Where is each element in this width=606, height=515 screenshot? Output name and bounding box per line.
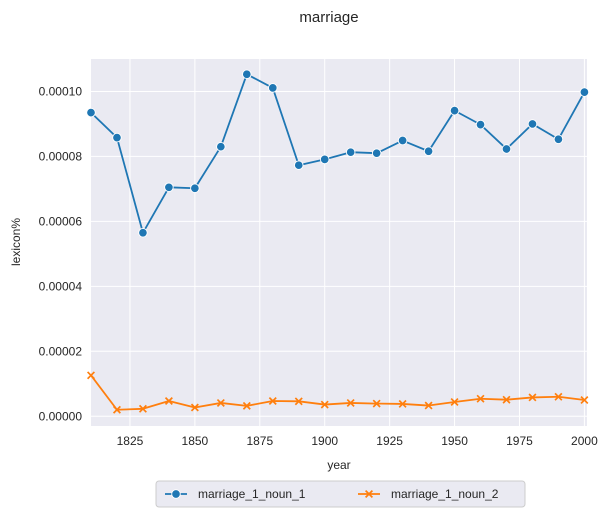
x-tick-label: 1975 xyxy=(506,434,533,448)
data-point xyxy=(449,105,460,116)
legend: marriage_1_noun_1 marriage_1_noun_2 xyxy=(155,480,526,508)
chart-title: marriage xyxy=(299,9,358,26)
data-point xyxy=(190,403,199,412)
data-point xyxy=(294,397,303,406)
data-point xyxy=(319,154,330,165)
data-point xyxy=(371,148,382,158)
x-tick-label: 1875 xyxy=(246,434,273,448)
y-tick-label: 0.00010 xyxy=(39,84,83,98)
data-point xyxy=(580,396,589,405)
data-point xyxy=(398,399,407,408)
data-point xyxy=(579,87,590,97)
y-tick-label: 0.00002 xyxy=(39,344,83,358)
data-point xyxy=(268,83,278,93)
y-axis-label: lexicon% xyxy=(9,218,23,266)
legend-box xyxy=(155,480,526,508)
data-point xyxy=(372,399,381,408)
legend-label: marriage_1_noun_1 xyxy=(198,487,306,501)
data-point xyxy=(164,182,174,193)
x-tick-label: 1925 xyxy=(376,434,403,448)
data-point xyxy=(164,396,173,405)
x-axis-label: year xyxy=(327,458,350,472)
data-point xyxy=(293,160,304,170)
data-point xyxy=(423,146,434,156)
y-tick-label: 0.00006 xyxy=(39,214,83,228)
data-point xyxy=(112,132,122,143)
data-point xyxy=(501,144,512,154)
data-point xyxy=(216,141,226,152)
legend-label: marriage_1_noun_2 xyxy=(391,487,499,501)
data-point xyxy=(475,119,486,130)
x-tick-label: 1950 xyxy=(441,434,468,448)
data-point xyxy=(190,183,200,194)
x-axis-ticks: 1825 1850 1875 1900 1925 1950 1975 2000 xyxy=(117,434,598,448)
x-tick-label: 1825 xyxy=(117,434,144,448)
data-point xyxy=(138,228,148,238)
data-point xyxy=(112,405,121,414)
data-point xyxy=(476,394,485,403)
data-point xyxy=(138,404,147,413)
legend-marker xyxy=(171,489,181,499)
series-marriage_1_noun_1 xyxy=(86,69,590,238)
y-tick-label: 0.00000 xyxy=(39,409,83,423)
data-point xyxy=(424,401,433,410)
series-marriage_1_noun_2 xyxy=(86,371,589,414)
legend-marker xyxy=(364,489,374,499)
y-tick-label: 0.00004 xyxy=(39,279,83,293)
plot-background xyxy=(91,59,587,426)
series-line xyxy=(90,374,585,411)
x-tick-label: 2000 xyxy=(571,434,598,448)
data-point xyxy=(528,393,537,402)
data-point xyxy=(397,135,408,146)
legend-item: marriage_1_noun_2 xyxy=(358,487,499,501)
y-axis-ticks: 0.00000 0.00002 0.00004 0.00006 0.00008 0.000… xyxy=(39,84,83,423)
data-point xyxy=(268,396,277,405)
grid xyxy=(91,59,587,426)
data-point xyxy=(86,371,96,380)
legend-item: marriage_1_noun_1 xyxy=(165,487,306,501)
data-point xyxy=(450,397,459,406)
data-point xyxy=(346,398,355,407)
y-tick-label: 0.00008 xyxy=(39,149,83,163)
data-point xyxy=(86,107,96,118)
data-point xyxy=(554,392,563,401)
data-point xyxy=(502,395,511,404)
data-point xyxy=(553,134,564,144)
x-tick-label: 1900 xyxy=(311,434,338,448)
series-layer xyxy=(86,69,590,414)
data-point xyxy=(320,400,329,409)
data-point xyxy=(527,119,538,129)
x-tick-label: 1850 xyxy=(182,434,209,448)
data-point xyxy=(242,401,251,410)
data-point xyxy=(216,398,225,407)
data-point xyxy=(345,147,356,157)
data-point xyxy=(242,69,252,80)
